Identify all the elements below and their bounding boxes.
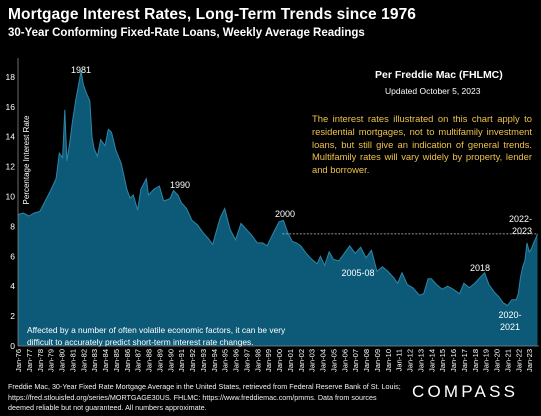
y-tick-label: 18 bbox=[6, 72, 16, 82]
x-tick-label: Jan-84 bbox=[101, 349, 110, 372]
x-tick-label: Jan-79 bbox=[47, 349, 56, 372]
series-line bbox=[17, 70, 538, 307]
x-tick-label: Jan-01 bbox=[286, 349, 295, 372]
updated-date: Updated October 5, 2023 bbox=[385, 86, 481, 96]
x-tick-label: Jan-09 bbox=[373, 349, 382, 372]
x-tick-label: Jan-22 bbox=[514, 349, 523, 372]
peak-label: 2020- bbox=[498, 310, 521, 320]
x-tick-label: Jan-82 bbox=[79, 349, 88, 372]
y-tick-label: 2 bbox=[10, 311, 15, 321]
peak-label: 2005-08 bbox=[341, 268, 374, 278]
x-tick-label: Jan-95 bbox=[221, 349, 230, 372]
x-tick-label: Jan-90 bbox=[166, 349, 175, 372]
x-tick-label: Jan-88 bbox=[145, 349, 154, 372]
y-tick-label: 4 bbox=[10, 281, 15, 291]
source-footnote: Freddie Mac, 30-Year Fixed Rate Mortgage… bbox=[8, 382, 401, 412]
x-tick-label: Jan-10 bbox=[384, 349, 393, 372]
x-tick-label: Jan-98 bbox=[253, 349, 262, 372]
x-tick-label: Jan-15 bbox=[438, 349, 447, 372]
x-tick-label: Jan-04 bbox=[319, 349, 328, 372]
x-tick-label: Jan-00 bbox=[275, 349, 284, 372]
x-tick-label: Jan-14 bbox=[427, 349, 436, 372]
chart-title: Mortgage Interest Rates, Long-Term Trend… bbox=[8, 6, 417, 23]
x-tick-label: Jan-02 bbox=[297, 349, 306, 372]
peak-label: 2000 bbox=[275, 209, 295, 219]
x-tick-label: Jan-93 bbox=[199, 349, 208, 372]
peak-label: 1990 bbox=[170, 180, 190, 190]
y-tick-label: 14 bbox=[6, 132, 16, 142]
x-tick-label: Jan-16 bbox=[449, 349, 458, 372]
x-tick-label: Jan-81 bbox=[68, 349, 77, 372]
x-tick-label: Jan-19 bbox=[482, 349, 491, 372]
x-tick-label: Jan-78 bbox=[36, 349, 45, 372]
series-area bbox=[18, 71, 538, 346]
x-tick-label: Jan-91 bbox=[177, 349, 186, 372]
peak-label: 2021 bbox=[500, 322, 520, 332]
x-tick-label: Jan-86 bbox=[123, 349, 132, 372]
x-tick-label: Jan-89 bbox=[155, 349, 164, 372]
x-tick-label: Jan-11 bbox=[395, 349, 404, 371]
x-tick-label: Jan-07 bbox=[351, 349, 360, 372]
compass-logo: COMPASS bbox=[412, 382, 519, 401]
x-tick-label: Jan-87 bbox=[134, 349, 143, 372]
x-tick-label: Jan-13 bbox=[416, 349, 425, 372]
y-tick-label: 6 bbox=[10, 251, 15, 261]
x-tick-label: Jan-20 bbox=[493, 349, 502, 372]
y-axis-title: Percentage Interest Rate bbox=[22, 115, 31, 204]
x-tick-label: Jan-06 bbox=[340, 349, 349, 372]
x-tick-label: Jan-08 bbox=[362, 349, 371, 372]
peak-label: 2023 bbox=[512, 226, 532, 236]
x-tick-label: Jan-03 bbox=[308, 349, 317, 372]
y-tick-label: 8 bbox=[10, 221, 15, 231]
x-tick-label: Jan-97 bbox=[242, 349, 251, 372]
y-tick-label: 10 bbox=[6, 192, 16, 202]
peak-label: 2022- bbox=[509, 214, 532, 224]
x-tick-label: Jan-76 bbox=[14, 349, 23, 372]
x-tick-label: Jan-94 bbox=[210, 349, 219, 372]
x-tick-label: Jan-80 bbox=[58, 349, 67, 372]
x-tick-label: Jan-17 bbox=[460, 349, 469, 372]
peak-label: 2018 bbox=[470, 263, 490, 273]
explanation-note: The interest rates illustrated on this c… bbox=[312, 113, 532, 176]
source-line: Per Freddie Mac (FHLMC) bbox=[375, 69, 503, 81]
y-tick-label: 16 bbox=[6, 102, 16, 112]
x-tick-label: Jan-05 bbox=[329, 349, 338, 372]
x-tick-label: Jan-77 bbox=[25, 349, 34, 372]
caption-note: Affected by a number of often volatile e… bbox=[27, 325, 286, 347]
x-tick-label: Jan-83 bbox=[90, 349, 99, 372]
y-tick-label: 12 bbox=[6, 162, 16, 172]
x-tick-label: Jan-21 bbox=[504, 349, 513, 372]
peak-label: 1981 bbox=[71, 65, 91, 75]
x-tick-label: Jan-99 bbox=[264, 349, 273, 372]
x-tick-label: Jan-85 bbox=[112, 349, 121, 372]
y-tick-label: 0 bbox=[10, 341, 15, 351]
x-tick-label: Jan-12 bbox=[406, 349, 415, 372]
chart-subtitle: 30-Year Conforming Fixed-Rate Loans, Wee… bbox=[8, 27, 365, 39]
x-tick-label: Jan-23 bbox=[525, 349, 534, 372]
x-tick-label: Jan-96 bbox=[232, 349, 241, 372]
x-tick-label: Jan-18 bbox=[471, 349, 480, 372]
x-tick-label: Jan-92 bbox=[188, 349, 197, 372]
